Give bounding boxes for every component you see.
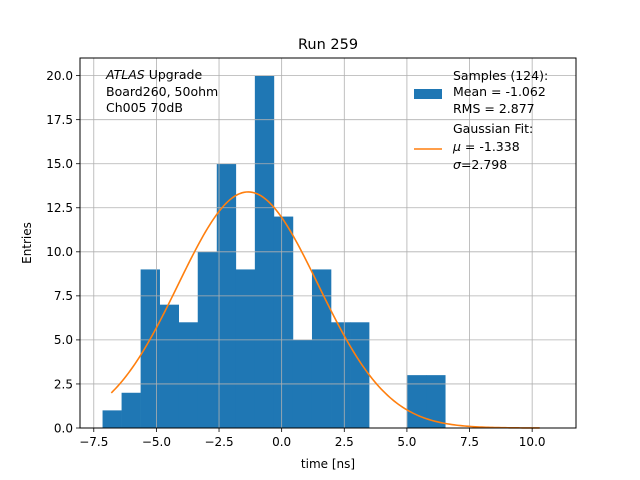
histogram-bar (121, 392, 141, 428)
legend-samples-rms: RMS = 2.877 (453, 101, 535, 116)
x-axis-label: time [ns] (301, 457, 355, 471)
y-tick-label: 10.0 (46, 245, 73, 259)
y-tick-label: 7.5 (54, 289, 73, 303)
legend-samples-mean: Mean = -1.062 (453, 84, 546, 99)
legend-fit-title: Gaussian Fit: (453, 121, 533, 136)
histogram-bar (273, 216, 294, 428)
y-tick-label: 20.0 (46, 69, 73, 83)
gaussian-fit-curve (110, 191, 540, 429)
histogram-bar (407, 375, 427, 428)
y-tick-label: 0.0 (54, 421, 73, 435)
legend-fit-mu-value: = -1.338 (461, 139, 520, 154)
annotation-line-1: ATLAS Upgrade (105, 67, 202, 82)
y-tick-label: 2.5 (54, 377, 73, 391)
x-tick-label: 0.0 (272, 435, 291, 449)
chart-title: Run 259 (298, 37, 358, 53)
annotation-upgrade: Upgrade (145, 67, 203, 82)
y-tick-label: 5.0 (54, 333, 73, 347)
x-tick-label: −7.5 (79, 435, 108, 449)
x-tick-label: −5.0 (142, 435, 171, 449)
histogram-bar (426, 375, 446, 428)
legend-samples-swatch (414, 89, 442, 99)
plot-frame (79, 57, 577, 429)
x-tick-label: −2.5 (204, 435, 233, 449)
x-tick-label: 10.0 (519, 435, 546, 449)
annotation-italic-atlas: ATLAS (105, 67, 145, 82)
annotation-text: ATLAS Upgrade Board260, 50ohm Ch005 70dB (105, 67, 218, 115)
y-axis-label: Entries (20, 222, 34, 264)
legend-samples-title: Samples (124): (453, 68, 548, 83)
annotation-line-3: Ch005 70dB (106, 100, 183, 115)
histogram-bar (102, 410, 122, 428)
histogram-bar (350, 322, 370, 428)
legend-fit-mu: μ = -1.338 (452, 139, 520, 154)
histogram-bar (331, 322, 351, 428)
x-axis-ticks: −7.5 −5.0 −2.5 0.0 2.5 5.0 7.5 10.0 (79, 428, 546, 449)
legend-fit-sigma: σ=2.798 (453, 157, 507, 172)
y-tick-label: 15.0 (46, 157, 73, 171)
y-axis-ticks: 0.0 2.5 5.0 7.5 10.0 12.5 15.0 17.5 20.0 (46, 69, 80, 435)
histogram-bar (178, 322, 199, 428)
legend-fit-sigma-value: =2.798 (461, 157, 507, 172)
annotation-line-2: Board260, 50ohm (106, 84, 218, 99)
histogram-bar (159, 304, 179, 428)
histogram-bar (235, 269, 256, 428)
mu-symbol: μ (452, 139, 461, 154)
y-tick-label: 17.5 (46, 113, 73, 127)
sigma-symbol: σ (453, 157, 462, 172)
histogram-bar (140, 269, 160, 428)
x-tick-label: 5.0 (397, 435, 416, 449)
y-tick-label: 12.5 (46, 201, 73, 215)
legend: Samples (124): Mean = -1.062 RMS = 2.877… (414, 68, 548, 172)
x-tick-label: 7.5 (460, 435, 479, 449)
histogram-bar (311, 269, 332, 428)
x-tick-label: 2.5 (335, 435, 354, 449)
